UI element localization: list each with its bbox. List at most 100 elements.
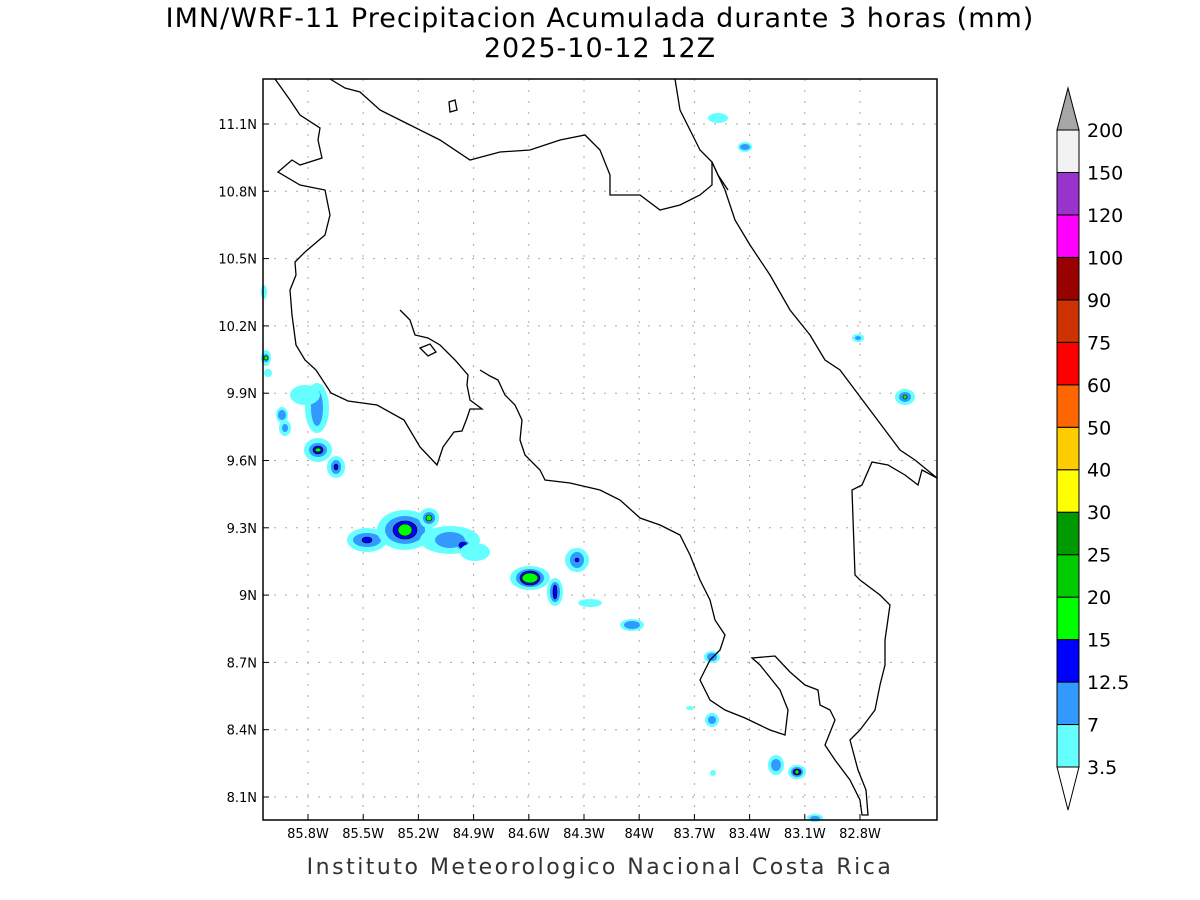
colorbar-label: 60 xyxy=(1087,375,1111,397)
precip-cell xyxy=(290,385,320,405)
precip-contour xyxy=(261,285,267,299)
lat-tick-label: 9.6N xyxy=(227,455,257,470)
precip-cell xyxy=(304,438,332,462)
longitude-labels: 85.8W 85.5W 85.2W 84.9W 84.6W 84.3W 84W 83.7W 83… xyxy=(287,827,881,842)
precip-contour xyxy=(794,769,800,775)
colorbar-label: 15 xyxy=(1087,630,1111,652)
precip-contour xyxy=(460,543,490,561)
lon-tick-label: 85.8W xyxy=(287,827,329,842)
precip-contour xyxy=(708,716,716,724)
island xyxy=(448,99,458,113)
colorbar-swatch xyxy=(1056,724,1080,768)
lat-tick-label: 9N xyxy=(239,589,257,604)
grid-lines xyxy=(263,79,937,820)
colorbar-label: 20 xyxy=(1087,587,1111,609)
precip-contour xyxy=(333,463,339,471)
colorbar-label: 90 xyxy=(1087,290,1111,312)
precip-cell xyxy=(460,543,490,561)
lat-tick-label: 8.1N xyxy=(227,791,257,806)
precip-cell xyxy=(768,755,784,775)
lon-tick-label: 83.7W xyxy=(673,827,715,842)
precip-cell xyxy=(620,619,644,631)
pacific-coast xyxy=(479,369,938,816)
colorbar-swatch xyxy=(1056,171,1080,216)
precip-cell xyxy=(261,285,267,299)
precip-cell xyxy=(705,713,719,727)
colorbar-label: 30 xyxy=(1087,502,1111,524)
precip-cell xyxy=(327,456,345,478)
precip-contour xyxy=(710,770,716,776)
colorbar-swatch xyxy=(1056,639,1080,683)
map-title: IMN/WRF-11 Precipitacion Acumulada duran… xyxy=(165,3,1035,34)
precip-cell xyxy=(895,389,915,405)
lon-tick-label: 85.5W xyxy=(342,827,384,842)
colorbar-swatch xyxy=(1056,129,1080,173)
colorbar-swatch xyxy=(1056,384,1080,428)
lon-tick-label: 82.8W xyxy=(839,827,881,842)
colorbar-label: 150 xyxy=(1087,162,1123,184)
precip-contour xyxy=(708,113,728,123)
precip-contour xyxy=(740,144,750,150)
precip-contour xyxy=(264,369,272,377)
lon-tick-label: 84.9W xyxy=(453,827,495,842)
precip-cell xyxy=(547,578,563,606)
colorbar-over-arrow xyxy=(1056,86,1080,131)
caribbean-coast xyxy=(674,78,938,479)
lon-tick-label: 83.1W xyxy=(784,827,826,842)
precip-contour xyxy=(855,336,861,340)
precip-contour xyxy=(771,759,781,771)
colorbar-label: 50 xyxy=(1087,417,1111,439)
lon-tick-label: 84W xyxy=(624,827,654,842)
colorbar-swatch xyxy=(1056,596,1080,641)
colorbar-swatch xyxy=(1056,299,1080,343)
colorbar-label: 25 xyxy=(1087,545,1111,567)
precip-contour xyxy=(578,599,602,607)
coastline xyxy=(274,78,938,816)
precip-cell xyxy=(279,420,291,436)
precip-cell xyxy=(419,508,439,528)
colorbar-label: 7 xyxy=(1087,715,1099,737)
precip-contour xyxy=(263,355,269,361)
lat-tick-label: 10.2N xyxy=(218,320,257,335)
lon-tick-label: 84.6W xyxy=(508,827,550,842)
precip-contour xyxy=(624,621,640,629)
precip-contour xyxy=(314,447,322,453)
precip-cell xyxy=(347,528,387,552)
colorbar-label: 200 xyxy=(1087,120,1123,142)
colorbar-label: 100 xyxy=(1087,247,1123,269)
lon-tick-label: 85.2W xyxy=(397,827,439,842)
precip-contour xyxy=(282,424,288,432)
lat-tick-label: 10.5N xyxy=(218,253,257,268)
precip-contour xyxy=(521,572,539,584)
precip-contour xyxy=(278,410,286,420)
lat-tick-label: 9.9N xyxy=(227,387,257,402)
precipitation-fields xyxy=(261,113,915,822)
precip-contour xyxy=(552,584,558,600)
colorbar-swatch xyxy=(1056,511,1080,556)
colorbar-swatch xyxy=(1056,426,1080,471)
precip-cell xyxy=(738,142,752,152)
colorbar-under-arrow xyxy=(1056,766,1080,811)
precip-cell xyxy=(686,706,694,710)
precip-cell xyxy=(578,599,602,607)
map-valid-time: 2025-10-12 12Z xyxy=(483,33,717,64)
colorbar-swatch xyxy=(1056,469,1080,513)
precip-cell xyxy=(276,407,288,423)
precip-cell xyxy=(377,510,433,550)
footer-credit: Instituto Meteorologico Nacional Costa R… xyxy=(306,855,894,880)
colorbar-label: 120 xyxy=(1087,205,1123,227)
colorbar-label: 75 xyxy=(1087,332,1111,354)
precip-cell xyxy=(565,548,589,572)
lon-tick-label: 83.4W xyxy=(729,827,771,842)
nicaragua-pacific-coast xyxy=(274,78,484,467)
colorbar-swatch xyxy=(1056,554,1080,598)
lake xyxy=(418,343,437,357)
lat-tick-label: 8.7N xyxy=(227,656,257,671)
precip-cell xyxy=(788,765,806,779)
lat-tick-label: 10.8N xyxy=(218,185,257,200)
precip-cell xyxy=(710,770,716,776)
precip-contour xyxy=(425,514,433,522)
colorbar-swatch xyxy=(1056,681,1080,726)
colorbar-swatch xyxy=(1056,256,1080,301)
